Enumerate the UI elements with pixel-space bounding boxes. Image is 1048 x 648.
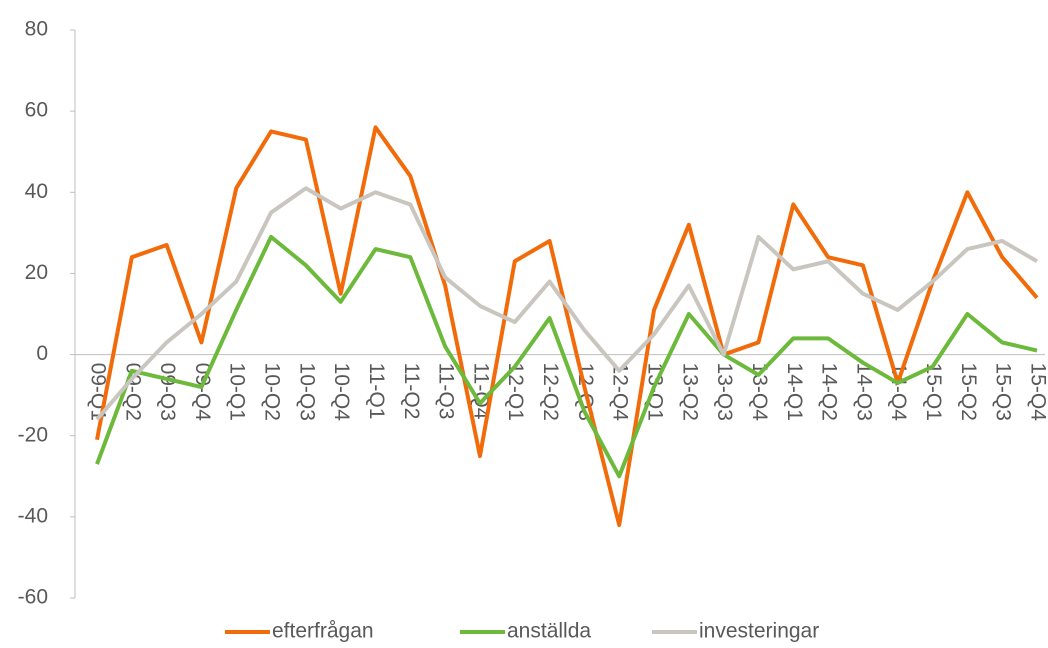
x-tick-label: 12-Q2 (539, 363, 562, 421)
x-tick-label: 14-Q2 (818, 363, 841, 421)
y-tick-label: 60 (25, 99, 48, 122)
x-tick-label: 11-Q4 (469, 363, 492, 420)
y-tick-label: -20 (18, 423, 48, 446)
legend-label: anställda (507, 620, 591, 643)
x-tick-label: 12-Q4 (609, 363, 632, 422)
series-line (95, 125, 1039, 527)
y-tick-label: 20 (25, 261, 48, 284)
x-tick-label: 15-Q3 (992, 363, 1015, 421)
x-tick-label: 10-Q2 (261, 363, 284, 421)
legend-label: investeringar (699, 620, 819, 643)
x-tick-label: 09-Q2 (121, 363, 144, 421)
x-tick-label: 13-Q4 (748, 363, 771, 422)
x-tick-label: 15-Q2 (957, 363, 980, 421)
x-tick-label: 11-Q3 (435, 363, 458, 420)
x-tick-label: 09-Q3 (156, 363, 179, 421)
x-tick-label: 09-Q4 (191, 363, 214, 422)
series-line (95, 186, 1039, 421)
x-tick-label: 13-Q3 (713, 363, 736, 421)
y-tick-label: -40 (18, 504, 48, 527)
x-tick-label: 15-Q4 (1026, 363, 1048, 422)
x-tick-label: 13-Q2 (678, 363, 701, 421)
y-tick-label: -60 (18, 586, 48, 609)
series-line (95, 234, 1038, 479)
y-tick-label: 40 (25, 180, 48, 203)
y-tick-label: 0 (36, 342, 48, 365)
x-tick-label: 11-Q1 (365, 363, 388, 420)
legend-label: efterfrågan (272, 620, 374, 643)
x-tick-label: 14-Q3 (852, 363, 875, 421)
x-tick-label: 14-Q4 (887, 363, 910, 422)
x-tick-label: 10-Q3 (295, 363, 318, 421)
x-tick-label: 10-Q4 (330, 363, 353, 422)
x-tick-label: 15-Q1 (922, 363, 945, 421)
y-tick-label: 80 (25, 18, 48, 41)
x-tick-label: 11-Q2 (400, 363, 423, 420)
x-tick-label: 10-Q1 (226, 363, 249, 421)
x-tick-label: 14-Q1 (783, 363, 806, 421)
x-tick-label: 12-Q1 (504, 363, 527, 421)
